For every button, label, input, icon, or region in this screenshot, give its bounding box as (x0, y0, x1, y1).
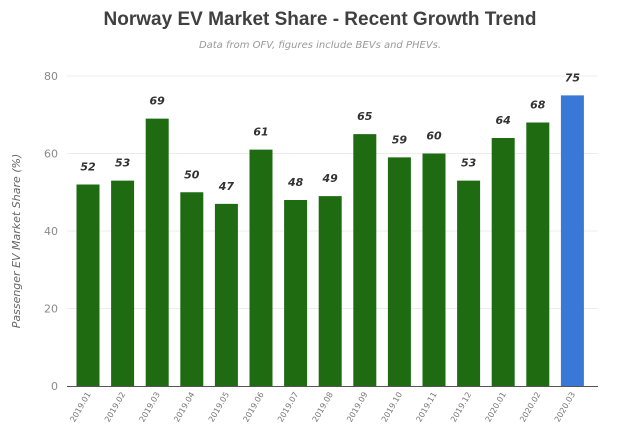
bar-2019.10 (387, 157, 411, 386)
data-label: 59 (392, 133, 408, 146)
x-tick-label: 2019.11 (414, 391, 438, 424)
x-tick-label: 2019.10 (380, 391, 404, 424)
x-tick-label: 2019.12 (449, 391, 473, 424)
x-tick-label: 2019.06 (241, 391, 265, 424)
data-label: 53 (115, 157, 131, 170)
x-tick-label: 2019.07 (276, 391, 300, 424)
x-tick-label: 2019.08 (311, 391, 335, 424)
chart-subtitle: Data from OFV, figures include BEVs and … (198, 40, 442, 51)
y-axis-ticks: 0 20 40 60 80 (44, 70, 58, 393)
bar-2020.02 (526, 122, 550, 386)
y-tick-label: 20 (44, 303, 58, 316)
data-label: 52 (80, 161, 96, 174)
bar-2020.01 (491, 138, 515, 386)
y-tick-label: 40 (44, 225, 58, 238)
x-axis-ticks: 2019.01 2019.02 2019.03 2019.04 2019.05 2019.… (68, 391, 577, 424)
y-tick-label: 0 (51, 380, 58, 393)
bar-2019.12 (457, 180, 481, 386)
bar-2019.06 (249, 149, 273, 386)
x-tick-label: 2019.09 (345, 391, 369, 424)
x-tick-label: 2019.02 (103, 391, 127, 424)
bar-2019.01 (76, 184, 100, 386)
y-axis-label: Passenger EV Market Share (%) (10, 154, 23, 329)
bar-2020.03 (560, 95, 584, 386)
data-label: 49 (322, 172, 339, 185)
x-tick-label: 2019.01 (68, 391, 92, 424)
data-label: 64 (496, 114, 511, 127)
data-label: 47 (218, 180, 235, 193)
bar-2019.05 (214, 203, 238, 386)
data-label: 61 (253, 126, 268, 139)
bar-2019.07 (284, 200, 308, 386)
data-label: 69 (150, 95, 166, 108)
data-label: 53 (461, 157, 477, 170)
bar-2019.08 (318, 196, 342, 386)
bars (76, 95, 584, 386)
y-tick-label: 60 (44, 148, 58, 161)
bar-2019.11 (422, 153, 446, 386)
data-label: 50 (184, 168, 200, 181)
data-label: 75 (565, 71, 581, 84)
x-tick-label: 2020.01 (484, 391, 508, 424)
x-tick-label: 2019.05 (207, 391, 231, 424)
data-label: 60 (426, 130, 442, 143)
bar-2019.09 (353, 134, 377, 386)
x-tick-label: 2020.02 (518, 391, 542, 424)
data-label: 48 (287, 176, 304, 189)
x-tick-label: 2019.03 (138, 391, 162, 424)
data-label: 65 (357, 110, 373, 123)
chart-title: Norway EV Market Share - Recent Growth T… (103, 9, 537, 30)
bar-2019.04 (180, 192, 204, 386)
data-labels: 52 53 69 50 47 61 48 49 65 59 60 53 64 68 75 (80, 71, 580, 193)
bar-2019.02 (111, 180, 135, 386)
x-tick-label: 2019.04 (172, 391, 196, 424)
x-tick-label: 2020.03 (553, 391, 577, 424)
bar-2019.03 (145, 118, 169, 386)
y-tick-label: 80 (44, 70, 58, 83)
data-label: 68 (530, 99, 546, 112)
